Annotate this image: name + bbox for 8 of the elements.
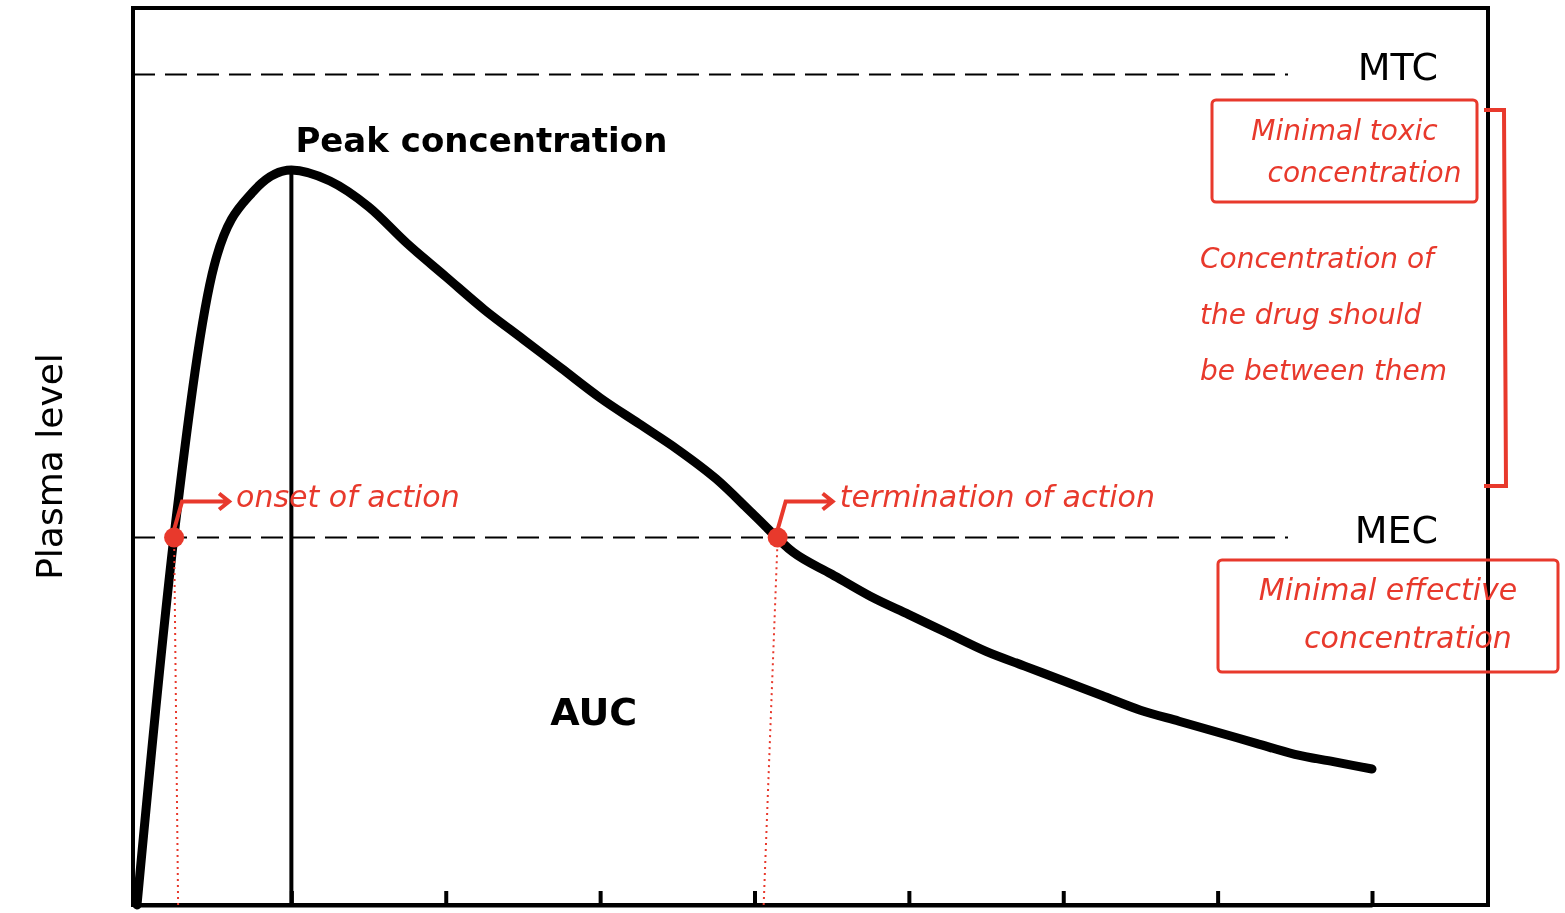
y-axis-title: Plasma level	[29, 353, 70, 580]
annotation: Concentration of the drug should be between them	[1200, 242, 1448, 387]
text: Peak concentration	[295, 120, 668, 160]
annotation: termination of action	[839, 479, 1155, 515]
ref-line-label: MTC	[1357, 45, 1438, 90]
annotation: Minimal toxic concentration	[1251, 114, 1462, 189]
ref-line-label: MEC	[1354, 508, 1438, 553]
annotation: AUC	[550, 690, 638, 734]
